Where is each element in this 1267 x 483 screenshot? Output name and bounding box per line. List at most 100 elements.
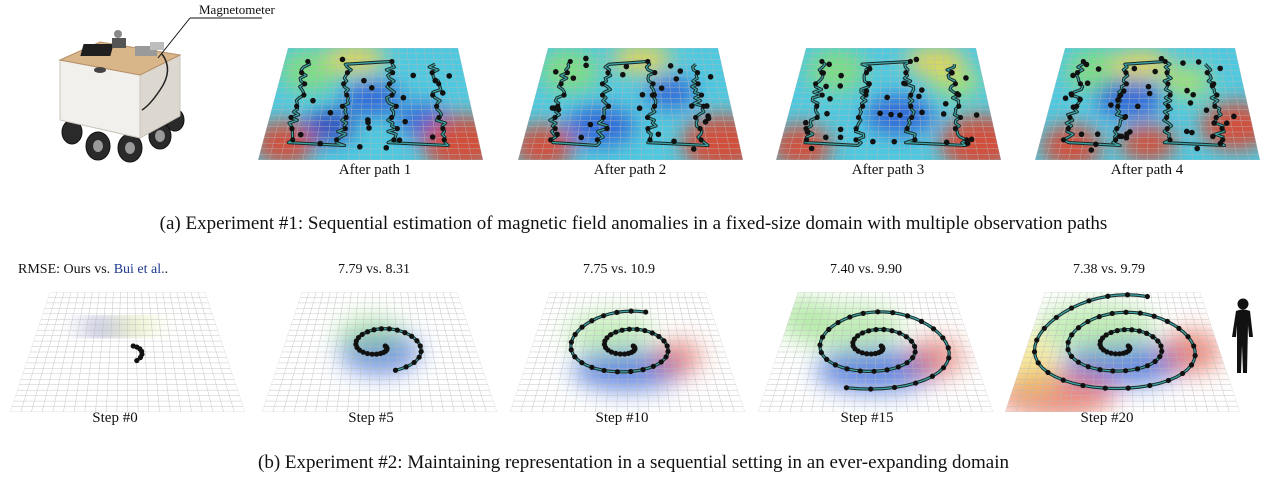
exp2-map-3-sample — [866, 328, 872, 334]
exp2-map-2-sample — [589, 318, 595, 324]
exp1-map-4-sample — [1164, 70, 1170, 76]
exp2-map-4-sample — [1114, 328, 1120, 334]
exp2-map-1-sample — [411, 359, 417, 366]
exp2-map-2-sample — [572, 354, 578, 360]
exp2-map-4-sample — [1045, 369, 1051, 376]
exp2-map-4-sample — [1099, 335, 1106, 341]
exp1-map-3-point — [942, 100, 949, 107]
exp1-map-2-sample — [599, 81, 606, 87]
exp1-map-2-point — [677, 68, 684, 74]
exp1-panel-label-4: After path 4 — [1110, 162, 1184, 178]
exp1-map-2-sample — [599, 92, 606, 98]
exp2-map-2-sample — [634, 326, 640, 332]
exp1-map-1-sample — [391, 137, 397, 143]
exp2-map-3-sample — [859, 350, 865, 356]
exp1-map-1-sample — [290, 137, 296, 143]
exp2-map-3-sample — [826, 326, 832, 333]
exp2-map-4-sample — [1123, 309, 1129, 315]
exp2-map-1 — [262, 292, 497, 412]
rmse-step-15: 7.40 vs. 9.90 — [830, 262, 902, 277]
exp2-map-3-sample — [859, 330, 866, 336]
exp1-map-3 — [776, 48, 1001, 160]
exp2-map-1-sample — [378, 326, 385, 332]
exp2-map-0-anomaly-1 — [114, 319, 159, 332]
exp1-map-4-point — [1070, 72, 1076, 79]
exp2-map-1-sample — [416, 354, 422, 360]
exp1-map-2-sample — [558, 81, 564, 87]
exp2-map-3-sample — [844, 366, 850, 372]
exp1-map-2-point — [655, 131, 662, 138]
exp2-map-2-sample — [621, 351, 628, 357]
exp2-map-1-sample — [359, 331, 365, 338]
exp1-map-3-point — [804, 129, 811, 135]
exp2-map-3-sample — [860, 310, 866, 316]
exp2-map-4-sample — [1151, 313, 1157, 319]
exp1-map-2-point — [667, 63, 674, 69]
exp1-map-3-point — [823, 83, 829, 90]
exp1-map-4-point — [1122, 113, 1129, 120]
exp1-map-4-sample — [1219, 126, 1225, 132]
exp1-map-3-point — [973, 112, 980, 118]
exp2-map-2-sample — [579, 324, 585, 330]
exp1-map-3-sample — [903, 70, 909, 76]
exp1-map-4-sample — [1115, 103, 1121, 109]
exp1-map-2-sample — [594, 137, 600, 143]
exp1-map-3-point — [803, 119, 809, 126]
exp2-map-2-sample — [572, 331, 578, 338]
exp1-map-1-point — [402, 118, 408, 125]
exp1-map-3-sample — [952, 81, 959, 87]
exp1-map-2-point — [658, 85, 665, 91]
exp1-map-1-sample — [288, 114, 294, 121]
exp1-map-2-sample — [694, 70, 701, 76]
exp1-map-2-point — [623, 63, 630, 70]
exp2-map-4-sample — [1075, 325, 1082, 331]
exp2-map-1-sample — [418, 348, 424, 355]
exp1-map-1-point — [396, 137, 403, 144]
exp1-map-1-point — [310, 97, 316, 104]
exp2-map-3-sample — [868, 386, 874, 392]
exp1-map-1-point — [432, 77, 439, 84]
exp1-map-1-sample — [429, 70, 435, 76]
exp1-map-3-sample — [853, 137, 859, 143]
exp2-map-4-sample — [1035, 360, 1041, 366]
exp1-map-2-point — [549, 105, 556, 111]
exp2-map-4-sample — [1185, 334, 1191, 340]
exp2-map-0-grid — [10, 292, 245, 412]
exp1-map-2-point — [583, 62, 589, 69]
exp2-map-2-sample — [613, 329, 619, 335]
exp1-map-1-point — [317, 140, 324, 147]
exp1-map-4-sample — [1165, 103, 1171, 109]
exp2-map-4-sample — [1136, 328, 1142, 334]
exp1-map-4-point — [1145, 83, 1152, 90]
exp2-map-4-sample — [1068, 305, 1075, 311]
exp1-map-4-sample — [1065, 126, 1071, 132]
exp2-map-4-sample — [1157, 353, 1163, 360]
exp1-map-4-point — [1093, 141, 1099, 148]
exp1-map-2-point — [578, 134, 585, 141]
exp2-map-4-sample — [1053, 314, 1059, 321]
exp1-map-1-sample — [441, 137, 447, 143]
exp1-map-4-sample — [1162, 58, 1168, 65]
exp2-map-3-grid — [758, 292, 993, 412]
rmse-legend: RMSE: Ours vs. Bui et al.. — [18, 262, 168, 278]
exp2-map-4-sample — [1069, 332, 1075, 338]
exp2-map-3-sample — [910, 355, 916, 361]
exp1-map-4-sample — [1067, 114, 1073, 121]
exp1-map-1-sample — [299, 70, 305, 76]
exp1-map-3-sample — [908, 103, 914, 109]
exp1-map-4-sample — [1167, 92, 1173, 98]
exp1-map-4-point — [1078, 131, 1085, 138]
exp1-map-1-point — [439, 90, 446, 96]
exp2-map-4-sample — [1108, 350, 1114, 356]
exp1-map-4-point — [1068, 91, 1075, 97]
exp1-map-3-point — [916, 93, 922, 100]
exp1-map-2-sample — [552, 114, 558, 121]
exp1-map-2-sample — [647, 137, 653, 143]
exp1-map-1-point — [297, 131, 304, 138]
exp1-map-4-point — [1115, 97, 1121, 103]
exp1-map-2-sample — [605, 103, 612, 109]
exp2-map-2-sample — [628, 308, 634, 314]
bui-et-al-link[interactable]: Bui et al. — [113, 262, 165, 277]
exp2-map-4-sample — [1176, 325, 1182, 331]
exp1-map-2 — [518, 48, 743, 160]
